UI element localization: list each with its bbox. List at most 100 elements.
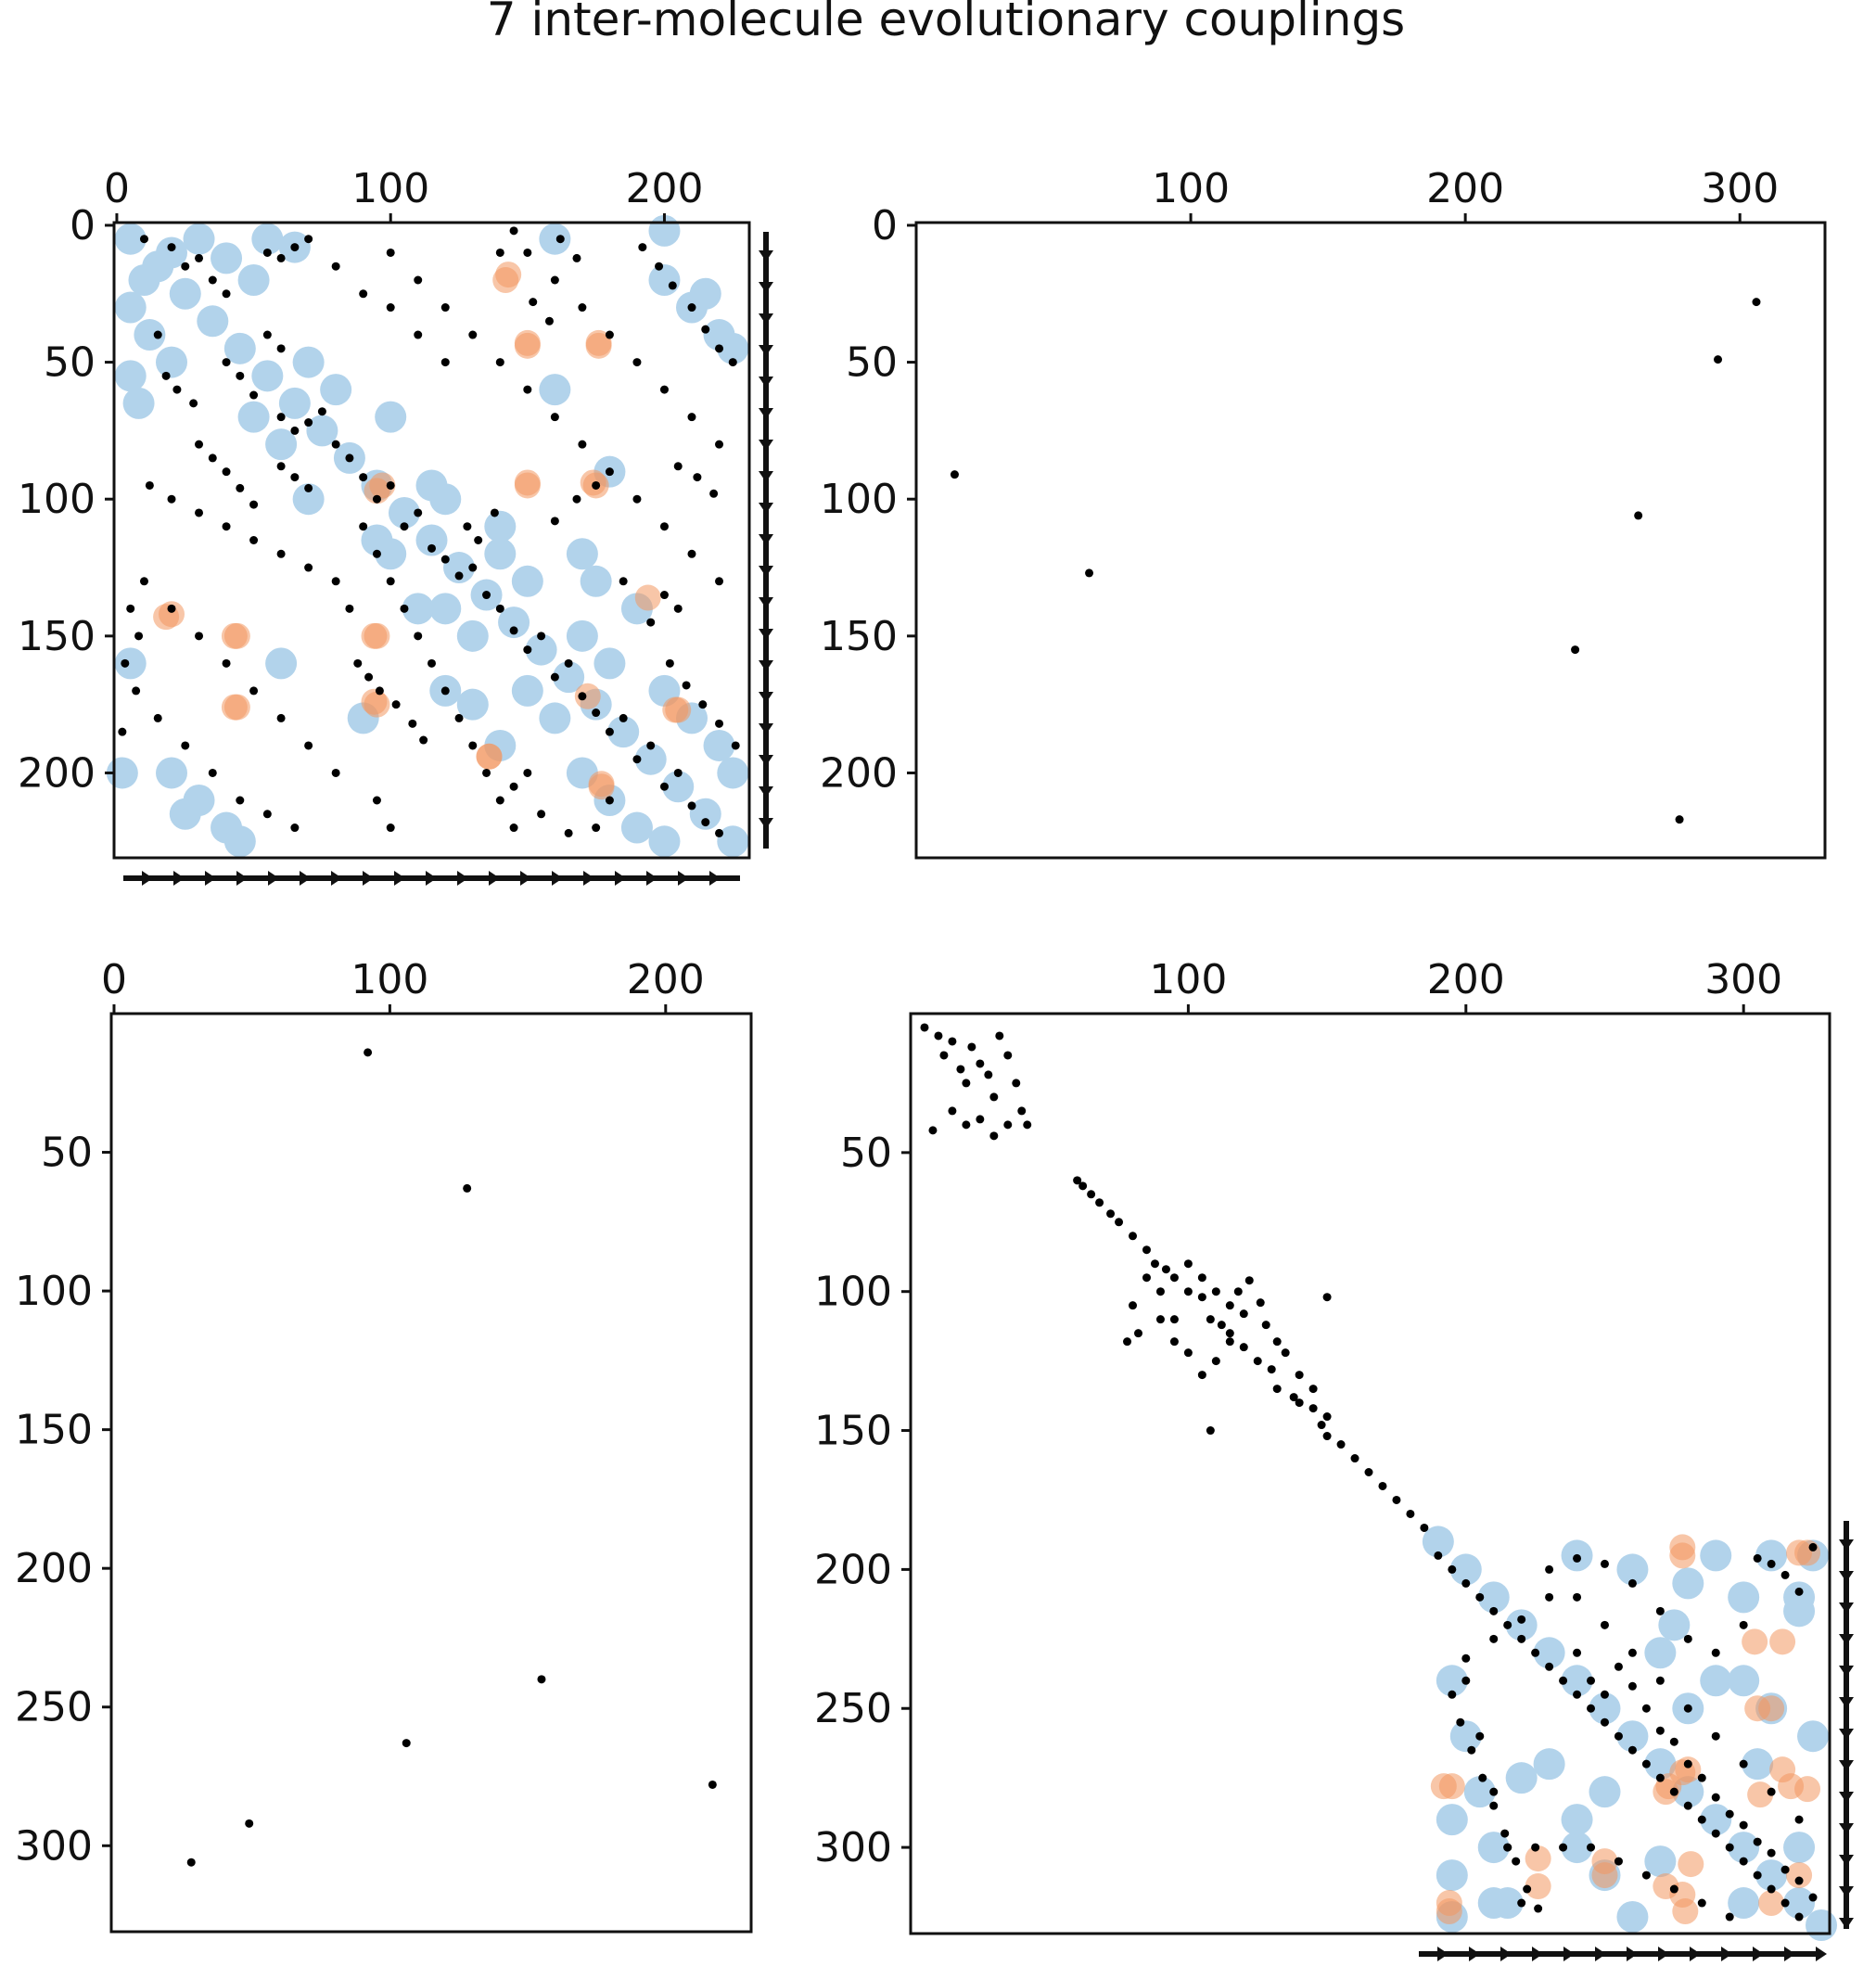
coupling-point	[687, 549, 696, 558]
coupling-point	[161, 371, 171, 380]
coupling-point	[1600, 1690, 1609, 1699]
contact-point	[1700, 1665, 1732, 1697]
coupling-point	[537, 810, 546, 819]
plot-frame	[109, 1012, 753, 1934]
inter-contact-point	[514, 472, 541, 499]
coupling-point	[400, 522, 409, 531]
contact-point	[1463, 1776, 1496, 1808]
coupling-point	[1308, 1404, 1318, 1413]
coupling-point	[331, 440, 340, 449]
contact-point	[689, 798, 721, 830]
coupling-point	[578, 692, 587, 701]
x-tick-label: 300	[1701, 165, 1779, 212]
strand-arrow-icon	[1839, 1760, 1854, 1771]
coupling-point	[1461, 1653, 1471, 1663]
coupling-point	[386, 824, 395, 833]
coupling-point	[195, 440, 204, 449]
strand-arrow-icon	[678, 871, 689, 886]
inter-contact-point	[588, 773, 615, 800]
coupling-point	[126, 604, 135, 613]
contact-point	[539, 223, 571, 255]
coupling-point	[1308, 1385, 1318, 1394]
coupling-point	[331, 768, 340, 777]
coupling-point	[655, 262, 664, 271]
contact-point	[1742, 1748, 1774, 1781]
coupling-point	[1725, 1843, 1734, 1852]
coupling-point	[364, 672, 374, 682]
coupling-point	[1078, 1181, 1088, 1191]
x-tick-label: 100	[351, 165, 429, 212]
coupling-point	[189, 399, 198, 408]
coupling-point	[592, 480, 601, 490]
coupling-point	[550, 413, 559, 422]
coupling-point	[1627, 1745, 1637, 1755]
contact-point	[703, 729, 735, 761]
coupling-point	[353, 658, 363, 668]
contact-point	[429, 483, 462, 516]
coupling-point	[290, 426, 300, 435]
coupling-point	[1573, 1592, 1582, 1602]
inter-contact-point	[1672, 1898, 1699, 1925]
contact-point	[717, 757, 749, 789]
coupling-point	[495, 796, 504, 805]
coupling-point	[1420, 1523, 1429, 1532]
y-tick-label: 150	[814, 1408, 892, 1455]
coupling-point	[276, 713, 286, 722]
coupling-point	[1767, 1884, 1776, 1894]
strand-arrow-icon	[759, 692, 773, 703]
coupling-point	[1211, 1357, 1220, 1366]
coupling-point	[222, 467, 231, 477]
coupling-point	[1467, 1745, 1476, 1755]
strand-arrow-icon	[1839, 1697, 1854, 1708]
coupling-point	[1142, 1273, 1151, 1283]
coupling-point	[408, 719, 417, 728]
contact-point	[114, 223, 147, 255]
contact-point	[278, 387, 311, 419]
coupling-point	[1725, 1809, 1734, 1819]
coupling-point	[632, 358, 642, 367]
contact-point	[114, 647, 147, 680]
coupling-point	[236, 371, 245, 380]
coupling-point	[523, 645, 532, 655]
contact-point	[223, 825, 256, 858]
contact-point	[484, 538, 517, 570]
coupling-point	[1256, 1298, 1265, 1308]
contact-point	[1728, 1832, 1760, 1864]
inter-contact-point	[585, 332, 612, 359]
contact-point	[717, 332, 749, 364]
coupling-point	[728, 358, 737, 367]
contact-point	[1644, 1845, 1677, 1878]
coupling-point	[428, 543, 436, 553]
coupling-point	[1573, 1553, 1582, 1563]
coupling-point	[1406, 1509, 1415, 1518]
strand-arrow-icon	[363, 871, 374, 886]
coupling-point	[249, 686, 259, 696]
strand-arrow-icon	[1500, 1947, 1512, 1961]
contact-point	[1616, 1901, 1649, 1934]
x-tick-label: 100	[351, 956, 428, 1003]
coupling-point	[236, 796, 245, 805]
inter-contact-point	[1742, 1628, 1768, 1655]
coupling-point	[1023, 1120, 1032, 1130]
coupling-point	[1150, 1259, 1159, 1269]
contact-point	[1589, 1692, 1621, 1725]
coupling-point	[555, 235, 565, 244]
coupling-point	[708, 1780, 717, 1789]
y-tick-label: 150	[15, 1407, 93, 1454]
contact-point	[634, 743, 667, 775]
coupling-point	[1780, 1570, 1790, 1579]
coupling-point	[1739, 1857, 1748, 1866]
strand-arrow-icon	[1839, 1855, 1854, 1866]
coupling-point	[1448, 1564, 1457, 1574]
coupling-point	[167, 243, 176, 252]
coupling-point	[1711, 1793, 1720, 1802]
contact-point	[1449, 1553, 1482, 1586]
coupling-point	[1767, 1559, 1776, 1568]
contact-point	[1589, 1776, 1621, 1808]
contact-point	[1561, 1665, 1593, 1697]
strand-arrow-icon	[1839, 1823, 1854, 1834]
coupling-point	[1253, 1357, 1262, 1366]
contact-point	[1436, 1804, 1468, 1836]
y-tick-label: 50	[840, 1130, 892, 1177]
plot-frame	[914, 221, 1827, 860]
